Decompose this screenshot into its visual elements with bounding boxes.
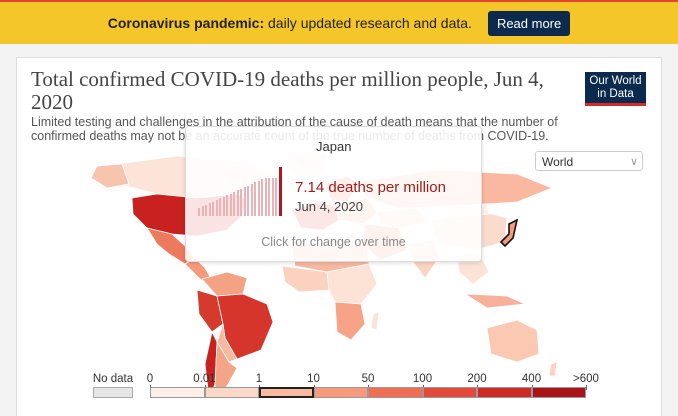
tooltip-value: 7.14 deaths per million <box>295 179 446 196</box>
sparkline-bar <box>219 198 221 216</box>
sparkline-bar <box>275 178 277 216</box>
region-select[interactable]: World ∨ <box>535 151 643 171</box>
sparkline-bar <box>254 182 256 216</box>
map-peru-ecuador[interactable] <box>196 289 224 333</box>
sparkline-bar <box>208 203 211 216</box>
sparkline-bar <box>250 184 253 216</box>
map-alaska[interactable] <box>90 163 130 189</box>
map-australia[interactable] <box>486 319 540 363</box>
sparkline-bar <box>261 179 263 216</box>
banner-text: Coronavirus pandemic: daily updated rese… <box>108 15 472 31</box>
sparkline-bar <box>222 196 225 216</box>
country-tooltip[interactable]: Japan 7.14 deaths per million Jun 4, 202… <box>185 126 482 262</box>
map-new-zealand[interactable] <box>548 361 558 377</box>
sparkline-current-bar <box>278 167 282 216</box>
sparkline-bar <box>229 193 232 216</box>
map-japan[interactable] <box>499 218 519 248</box>
sparkline-bar <box>264 178 267 216</box>
chart-title: Total confirmed COVID-19 deaths per mill… <box>31 67 544 114</box>
map-argentina[interactable] <box>214 340 238 399</box>
sparkline-bar <box>198 208 200 216</box>
map-south-africa-region[interactable] <box>334 301 366 341</box>
owid-logo[interactable]: Our World in Data <box>585 72 646 106</box>
tooltip-sparkline <box>198 167 282 216</box>
chevron-down-icon: ∨ <box>629 156 638 168</box>
logo-line-1: Our World <box>589 75 642 87</box>
read-more-button[interactable]: Read more <box>487 10 571 36</box>
sparkline-bar <box>257 180 260 216</box>
chart-card: Total confirmed COVID-19 deaths per mill… <box>16 57 662 416</box>
region-select-value: World <box>542 155 574 169</box>
sparkline-bar <box>247 185 249 216</box>
tooltip-date: Jun 4, 2020 <box>295 199 363 214</box>
coronavirus-banner: Coronavirus pandemic: daily updated rese… <box>0 0 678 44</box>
sparkline-bar <box>233 192 235 216</box>
sparkline-bar <box>271 178 274 216</box>
banner-body-text: daily updated research and data. <box>264 15 472 31</box>
sparkline-bar <box>215 200 218 216</box>
map-indonesia[interactable] <box>463 293 527 309</box>
sparkline-bar <box>240 188 242 216</box>
sparkline-bar <box>236 190 239 216</box>
tooltip-hint: Click for change over time <box>261 235 406 249</box>
map-colombia-venezuela[interactable] <box>201 271 248 297</box>
map-west-africa[interactable] <box>281 265 330 293</box>
sparkline-bar <box>243 187 246 216</box>
tooltip-country: Japan <box>316 139 352 154</box>
sparkline-bar <box>212 201 214 216</box>
sparkline-bar <box>226 195 228 216</box>
banner-bold-text: Coronavirus pandemic: <box>107 15 265 31</box>
sparkline-bar <box>205 204 207 216</box>
sparkline-bar <box>268 178 270 216</box>
sparkline-bar <box>201 206 204 216</box>
map-bolivia-paraguay[interactable] <box>216 323 238 363</box>
logo-line-2: in Data <box>597 88 634 100</box>
map-madagascar[interactable] <box>370 311 380 331</box>
